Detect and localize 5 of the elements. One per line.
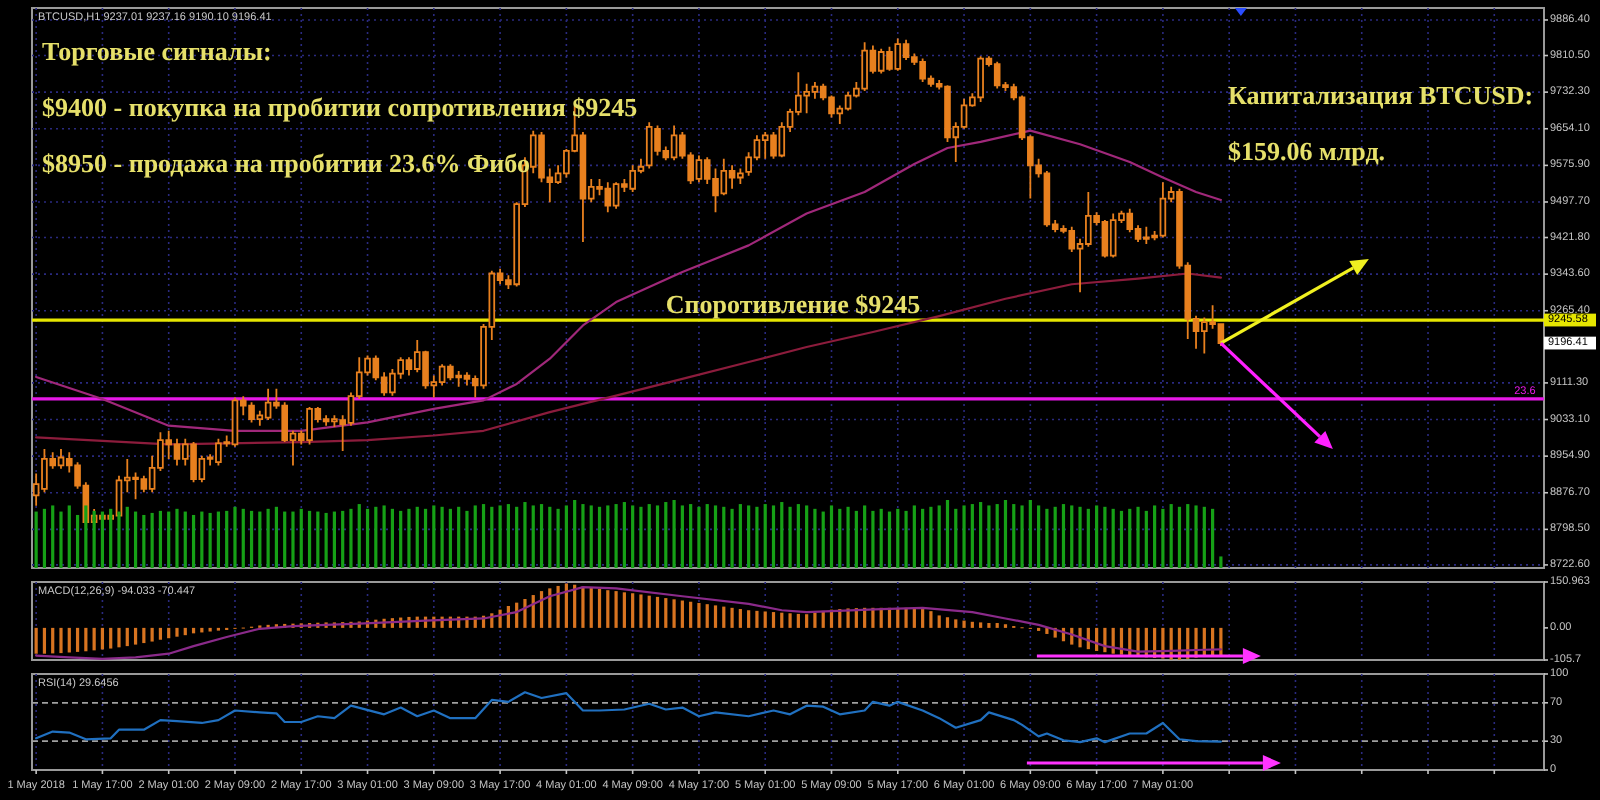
- annotation: Торговые сигналы:: [42, 36, 272, 66]
- annotation: $159.06 млрд.: [1228, 136, 1386, 166]
- annotation: Капитализация BTCUSD:: [1228, 80, 1534, 110]
- annotation: $9400 - покупка на пробитии сопротивления $9245: [42, 92, 639, 122]
- annotation: Споротивление $9245: [665, 289, 922, 320]
